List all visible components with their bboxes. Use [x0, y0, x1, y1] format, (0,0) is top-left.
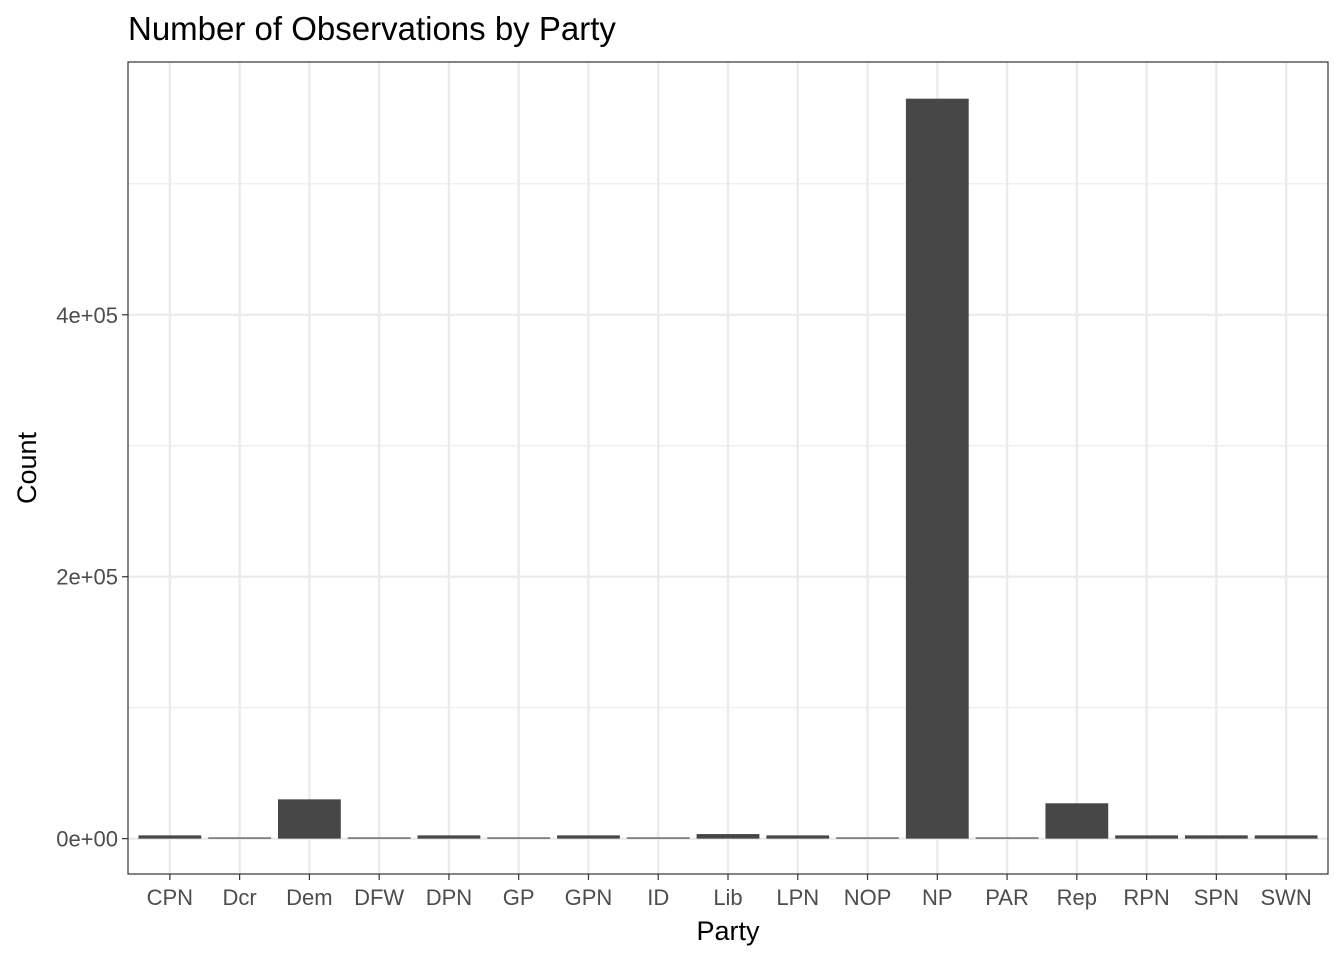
x-tick-label: PAR: [985, 885, 1029, 910]
x-tick-label: Rep: [1057, 885, 1097, 910]
x-tick-label: LPN: [776, 885, 819, 910]
bar-gp: [487, 837, 551, 839]
bar-lpn: [766, 835, 830, 839]
x-tick-label: SWN: [1260, 885, 1311, 910]
x-tick-label: DFW: [354, 885, 404, 910]
y-tick-label: 0e+00: [56, 827, 118, 852]
y-tick-label: 4e+05: [56, 303, 118, 328]
bar-np: [905, 98, 969, 839]
bar-lib: [696, 834, 760, 839]
bars: [138, 98, 1318, 839]
x-tick-label: NOP: [844, 885, 892, 910]
bar-nop: [836, 837, 899, 839]
bar-cpn: [138, 835, 202, 839]
chart-title: Number of Observations by Party: [128, 10, 616, 47]
bar-gpn: [557, 835, 620, 839]
x-tick-label: GPN: [565, 885, 613, 910]
y-axis: 0e+00 2e+05 4e+05: [56, 303, 128, 852]
y-axis-title: Count: [12, 431, 42, 504]
bar-rpn: [1115, 835, 1178, 839]
x-axis-title: Party: [696, 916, 760, 946]
bar-rep: [1045, 803, 1109, 839]
bar-dfw: [347, 837, 411, 839]
grid-lines: [128, 62, 1328, 874]
x-tick-label: CPN: [147, 885, 193, 910]
bar-swn: [1254, 835, 1318, 839]
x-tick-label: DPN: [426, 885, 472, 910]
bar-dpn: [417, 835, 481, 839]
bar-id: [626, 837, 690, 839]
bar-dcr: [208, 837, 272, 839]
bar-par: [975, 837, 1039, 839]
y-tick-label: 2e+05: [56, 565, 118, 590]
x-axis: CPN Dcr Dem DFW DPN GP GPN ID Lib LPN NOP NP PAR Rep R…: [147, 874, 1312, 910]
x-tick-label: ID: [647, 885, 669, 910]
x-tick-label: GP: [503, 885, 535, 910]
x-tick-label: NP: [922, 885, 953, 910]
x-tick-label: Lib: [713, 885, 742, 910]
x-tick-label: Dem: [286, 885, 332, 910]
bar-spn: [1184, 835, 1248, 839]
x-tick-label: SPN: [1194, 885, 1239, 910]
x-tick-label: RPN: [1123, 885, 1169, 910]
bar-dem: [278, 799, 341, 839]
x-tick-label: Dcr: [223, 885, 257, 910]
